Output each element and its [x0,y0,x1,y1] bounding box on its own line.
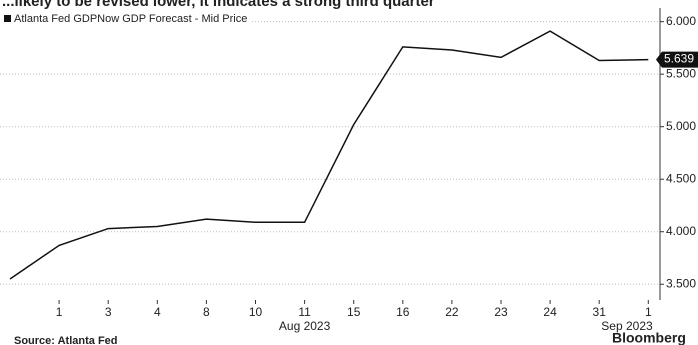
y-tick-label: 6.000 [666,14,696,28]
x-tick-label: 8 [203,305,210,319]
x-tick-label: 10 [249,305,263,319]
y-tick-label: 3.500 [666,276,696,290]
last-value-label: 5.639 [664,52,694,66]
y-tick-label: 5.000 [666,119,696,133]
x-tick-label: 15 [347,305,361,319]
chart-title: ...likely to be revised lower, it indica… [2,0,435,10]
x-tick-label: 4 [154,305,161,319]
brand: Bloomberg [612,330,686,345]
y-tick-label: 4.000 [666,224,696,238]
source: Source: Atlanta Fed [14,335,118,345]
x-tick-label: 24 [543,305,557,319]
last-value-tag [656,51,698,68]
x-tick-label: 1 [56,305,63,319]
x-tick-label: 16 [396,305,410,319]
x-tick-label: 22 [445,305,459,319]
x-group-label: Sep 2023 [601,319,653,333]
legend-label: Atlanta Fed GDPNow GDP Forecast - Mid Pr… [14,13,247,25]
x-tick-label: 3 [105,305,112,319]
legend-swatch [4,15,11,22]
x-tick-label: 23 [494,305,508,319]
y-tick-label: 5.500 [666,66,696,80]
x-group-label: Aug 2023 [279,319,331,333]
legend-box [0,10,250,30]
line [9,30,649,280]
x-tick-label: 1 [645,305,652,319]
y-tick-label: 4.500 [666,171,696,185]
x-tick-label: 31 [593,305,607,319]
x-tick-label: 11 [298,305,311,319]
